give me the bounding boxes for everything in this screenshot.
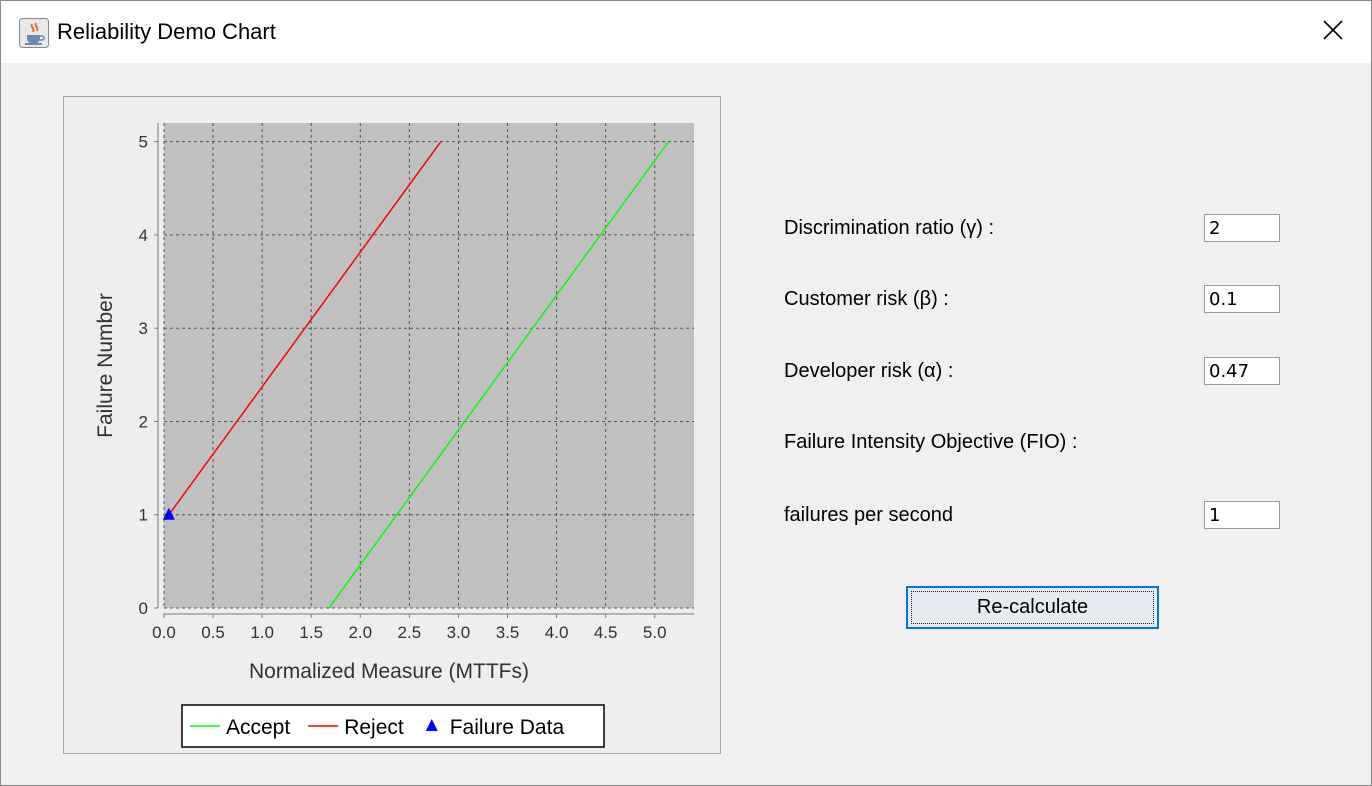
x-tick-label: 5.0	[643, 623, 667, 642]
x-axis-label: Normalized Measure (MTTFs)	[249, 660, 529, 683]
developer-risk-label: Developer risk (α) :	[784, 360, 954, 382]
x-tick-label: 2.0	[348, 623, 372, 642]
reject-line	[168, 141, 442, 516]
recalculate-label: Re-calculate	[976, 596, 1089, 618]
failures-per-second-label: failures per second	[784, 504, 953, 526]
x-tick-label: 2.5	[398, 623, 422, 642]
legend-box	[181, 704, 605, 748]
x-tick-label: 1.5	[299, 623, 323, 642]
window-title: Reliability Demo Chart	[57, 19, 276, 44]
discrimination-ratio-input[interactable]	[1204, 214, 1280, 242]
customer-risk-label: Customer risk (β) :	[784, 288, 949, 310]
x-tick-label: 0.5	[201, 623, 225, 642]
legend-failure-data-label: Failure Data	[450, 716, 565, 739]
y-tick-label: 3	[139, 319, 148, 338]
y-tick-label: 5	[139, 133, 148, 152]
close-icon	[1322, 19, 1344, 46]
legend-failure-data-marker	[425, 719, 438, 731]
failure-data-point	[162, 507, 175, 520]
y-tick-label: 2	[139, 412, 148, 431]
title-bar: Reliability Demo Chart	[1, 1, 1371, 63]
legend-reject-label: Reject	[344, 716, 404, 739]
discrimination-ratio-label: Discrimination ratio (γ) :	[784, 217, 995, 239]
x-tick-label: 3.5	[496, 623, 520, 642]
chart-panel: 0.0 0.5 1.0 1.5 2.0 2.5 3.0 3.5 4.0 4.5 5.0 0 1 2 3 4 5 N…	[63, 96, 721, 754]
x-tick-label: 0.0	[152, 623, 176, 642]
developer-risk-input[interactable]	[1204, 357, 1280, 385]
reliability-chart: 0.0 0.5 1.0 1.5 2.0 2.5 3.0 3.5 4.0 4.5 5.0 0 1 2 3 4 5 N…	[94, 123, 694, 748]
accept-line	[328, 141, 670, 609]
x-tick-label: 1.0	[250, 623, 274, 642]
x-tick-label: 3.0	[447, 623, 471, 642]
x-tick-label: 4.0	[545, 623, 569, 642]
y-axis-label: Failure Number	[94, 293, 117, 438]
legend-accept-label: Accept	[226, 716, 290, 739]
java-coffee-cup-icon	[19, 18, 49, 48]
plot-area	[164, 123, 694, 608]
y-tick-label: 0	[139, 599, 148, 618]
close-button[interactable]	[1311, 11, 1355, 53]
recalculate-button[interactable]: Re-calculate	[906, 586, 1159, 629]
customer-risk-input[interactable]	[1204, 285, 1280, 313]
y-tick-label: 1	[139, 506, 148, 525]
fio-label: Failure Intensity Objective (FIO) :	[784, 431, 1078, 453]
x-tick-label: 4.5	[594, 623, 618, 642]
failures-per-second-input[interactable]	[1204, 501, 1280, 529]
focus-ring	[911, 591, 1154, 624]
y-tick-label: 4	[139, 226, 148, 245]
